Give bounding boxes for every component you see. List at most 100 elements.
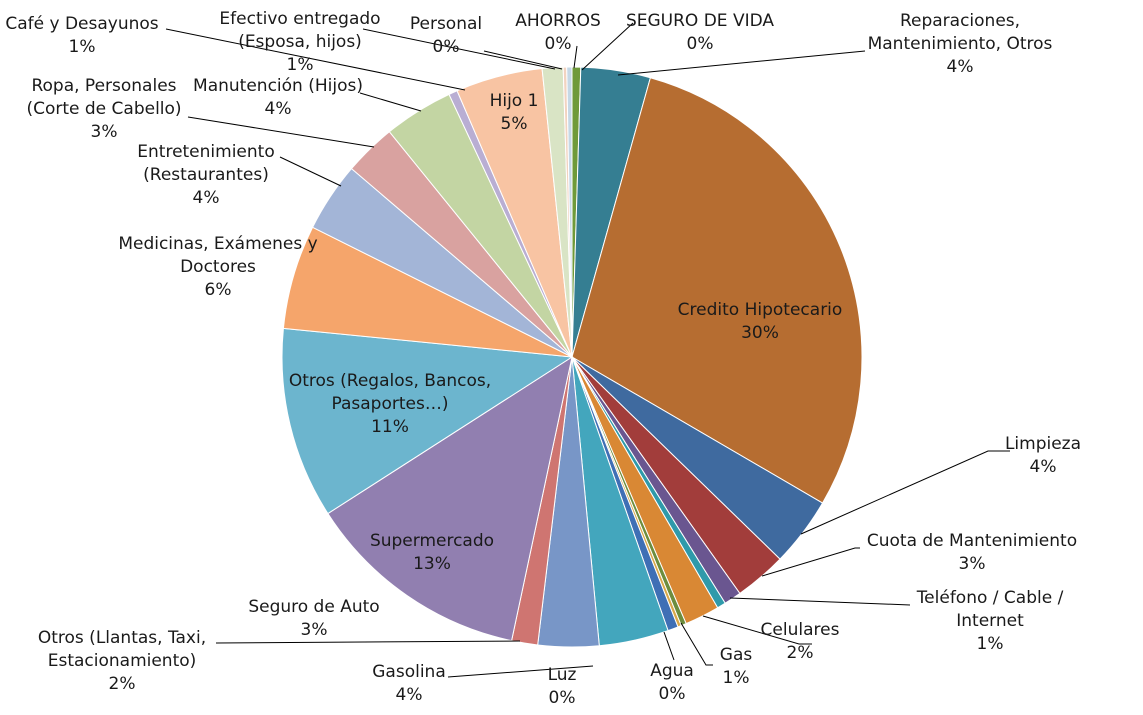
- slice-label-line: Limpieza: [1005, 434, 1081, 454]
- slice-label-line: Hijo 1: [490, 91, 539, 111]
- slice-label-line: Entretenimiento: [137, 142, 274, 162]
- slice-label-line: Gas: [720, 645, 753, 665]
- slice-label: Gasolina 4%: [372, 662, 446, 705]
- slice-label-line: 0%: [549, 688, 576, 708]
- slice-label: Manutención (Hijos) 4%: [193, 76, 363, 119]
- slice-label-line: Doctores: [180, 257, 256, 277]
- slice-label: Reparaciones, Mantenimiento, Otros 4%: [868, 11, 1053, 77]
- slice-label-line: 3%: [91, 122, 118, 142]
- leader-line: [573, 45, 578, 69]
- slice-label-line: 2%: [787, 643, 814, 663]
- slice-label-line: SEGURO DE VIDA: [626, 11, 774, 31]
- leader-lines: [165, 22, 1010, 678]
- slice-label-line: Seguro de Auto: [248, 597, 379, 617]
- slice-label: SEGURO DE VIDA 0%: [626, 11, 774, 54]
- slice-label: Hijo 1 5%: [490, 91, 539, 134]
- data-labels: Café y Desayunos 1% Efectivo entregado (Esp…: [5, 9, 1081, 708]
- slice-label-line: 4%: [396, 685, 423, 705]
- slice-label: Cuota de Mantenimiento 3%: [867, 531, 1077, 574]
- leader-line: [729, 597, 911, 606]
- leader-line: [362, 28, 556, 70]
- slice-label: Credito Hipotecario 30%: [678, 300, 843, 343]
- slice-label: Medicinas, Exámenes y Doctores 6%: [118, 234, 317, 300]
- slice-label-line: Medicinas, Exámenes y: [118, 234, 317, 254]
- slice-label-line: 4%: [947, 57, 974, 77]
- slice-label: Teléfono / Cable / Internet 1%: [916, 588, 1064, 654]
- pie-slices: [281, 66, 863, 648]
- slice-label-line: 0%: [687, 34, 714, 54]
- slice-label-line: Celulares: [761, 620, 840, 640]
- slice-label-line: 1%: [287, 55, 314, 75]
- leader-line: [359, 92, 422, 112]
- slice-label: Gas 1%: [720, 645, 753, 688]
- leader-line: [483, 50, 563, 70]
- slice-label-line: Cuota de Mantenimiento: [867, 531, 1077, 551]
- slice-label-line: 13%: [413, 554, 451, 574]
- slice-label-line: Otros (Regalos, Bancos,: [289, 371, 491, 391]
- slice-label-line: Café y Desayunos: [5, 14, 158, 34]
- slice-label-line: Pasaportes…): [332, 394, 449, 414]
- slice-label-line: 0%: [545, 34, 572, 54]
- slice-label-line: 3%: [959, 554, 986, 574]
- slice-label-line: Ropa, Personales: [31, 76, 176, 96]
- slice-label-line: Reparaciones,: [900, 11, 1020, 31]
- slice-label: Café y Desayunos 1%: [5, 14, 158, 57]
- slice-label: Agua 0%: [650, 661, 694, 704]
- slice-label: Luz 0%: [548, 665, 577, 708]
- leader-line: [447, 665, 594, 678]
- slice-label-line: 5%: [501, 114, 528, 134]
- slice-label-line: 3%: [301, 620, 328, 640]
- slice-label-line: Otros (Llantas, Taxi,: [38, 628, 206, 648]
- slice-label-line: Gasolina: [372, 662, 446, 682]
- slice-label: Personal 0%: [410, 14, 482, 57]
- slice-label-line: 0%: [659, 684, 686, 704]
- leader-line: [279, 156, 342, 187]
- leader-line: [617, 50, 866, 76]
- slice-label-line: (Restaurantes): [143, 165, 269, 185]
- slice-label-line: 1%: [723, 668, 750, 688]
- slice-label-line: Credito Hipotecario: [678, 300, 843, 320]
- leader-line: [187, 116, 375, 148]
- leader-line: [663, 631, 675, 661]
- leader-line: [702, 615, 812, 645]
- slice-label-line: 6%: [205, 280, 232, 300]
- slice-label-line: 4%: [1030, 457, 1057, 477]
- slice-label-line: Luz: [548, 665, 577, 685]
- slice-label: Otros (Regalos, Bancos, Pasaportes…) 11%: [289, 371, 491, 437]
- slice-label: Entretenimiento (Restaurantes) 4%: [137, 142, 274, 208]
- slice-label: Limpieza 4%: [1005, 434, 1081, 477]
- leader-line: [581, 22, 634, 71]
- slice-label-line: Teléfono / Cable /: [916, 588, 1064, 608]
- pie-slice: [281, 327, 574, 515]
- slice-label-line: Agua: [650, 661, 694, 681]
- leader-line: [165, 28, 466, 91]
- slice-label-line: Estacionamiento): [48, 651, 197, 671]
- slice-label-line: 0%: [433, 37, 460, 57]
- pie-slice: [571, 77, 863, 504]
- slice-label-line: Personal: [410, 14, 482, 34]
- leader-line: [215, 640, 521, 644]
- slice-label: Celulares 2%: [761, 620, 840, 663]
- pie-slice: [327, 355, 573, 642]
- slice-label-line: 2%: [109, 674, 136, 694]
- slice-label: Otros (Llantas, Taxi, Estacionamiento) 2%: [38, 628, 206, 694]
- slice-label-line: AHORROS: [515, 11, 601, 31]
- slice-label: Efectivo entregado (Esposa, hijos) 1%: [219, 9, 380, 75]
- pie-slice: [566, 66, 573, 358]
- slice-label: Supermercado 13%: [370, 531, 494, 574]
- slice-label: Ropa, Personales (Corte de Cabello) 3%: [26, 76, 181, 142]
- slice-label-line: Internet: [956, 611, 1024, 631]
- leader-line: [761, 547, 860, 577]
- slice-label-line: 4%: [265, 99, 292, 119]
- slice-label-line: 30%: [741, 323, 779, 343]
- slice-label: AHORROS 0%: [515, 11, 601, 54]
- slice-label-line: Mantenimiento, Otros: [868, 34, 1053, 54]
- slice-label: Seguro de Auto 3%: [248, 597, 379, 640]
- slice-label-line: Efectivo entregado: [219, 9, 380, 29]
- slice-label-line: (Corte de Cabello): [26, 99, 181, 119]
- slice-label-line: Manutención (Hijos): [193, 76, 363, 96]
- slice-label-line: 11%: [371, 417, 409, 437]
- leader-line: [680, 622, 713, 666]
